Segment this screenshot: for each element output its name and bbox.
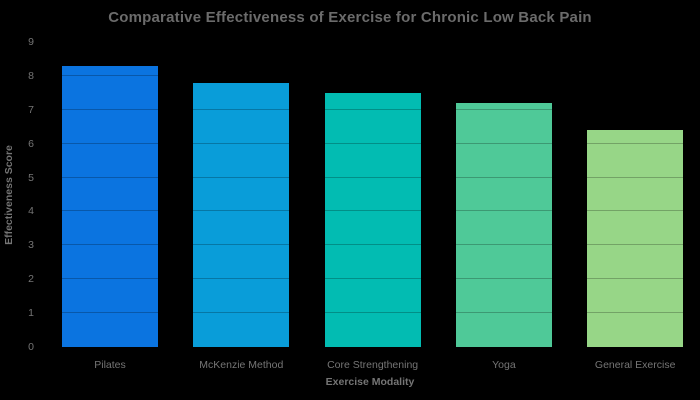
bar-pilates[interactable] <box>62 65 158 347</box>
gridline-9 <box>40 41 698 42</box>
bar-core-strengthening[interactable] <box>324 92 421 347</box>
gridline-5 <box>40 176 698 178</box>
bar-mckenzie-method[interactable] <box>193 82 290 347</box>
chart-title: Comparative Effectiveness of Exercise fo… <box>108 9 592 26</box>
x-tick-label-core-strengthening: Core Strengthening <box>327 359 419 371</box>
y-axis-title: Effectiveness Score <box>3 145 15 245</box>
gridline-6 <box>40 142 698 144</box>
gridline-1 <box>40 312 698 314</box>
gridline-2 <box>40 278 698 280</box>
y-tick-label-5: 5 <box>28 171 34 184</box>
y-tick-label-2: 2 <box>28 273 34 286</box>
x-tick-label-pilates: Pilates <box>94 359 126 371</box>
x-tick-label-yoga: Yoga <box>492 359 516 371</box>
bar-yoga[interactable] <box>455 103 552 347</box>
y-tick-label-7: 7 <box>28 103 34 116</box>
x-axis-title: Exercise Modality <box>325 376 415 388</box>
y-tick-label-0: 0 <box>28 341 34 353</box>
y-tick-label-4: 4 <box>28 205 34 218</box>
y-tick-label-1: 1 <box>28 307 34 320</box>
x-tick-label-mckenzie-method: McKenzie Method <box>199 359 284 371</box>
bar-general-exercise[interactable] <box>587 130 684 347</box>
y-tick-label-3: 3 <box>28 239 34 252</box>
gridline-7 <box>40 108 698 110</box>
y-tick-label-9: 9 <box>28 36 34 48</box>
y-tick-label-8: 8 <box>28 69 34 82</box>
gridline-3 <box>40 244 698 246</box>
gridline-4 <box>40 210 698 212</box>
gridline-8 <box>40 74 698 76</box>
y-tick-label-6: 6 <box>28 137 34 150</box>
plot-area <box>40 41 698 347</box>
x-tick-label-general-exercise: General Exercise <box>594 359 676 371</box>
